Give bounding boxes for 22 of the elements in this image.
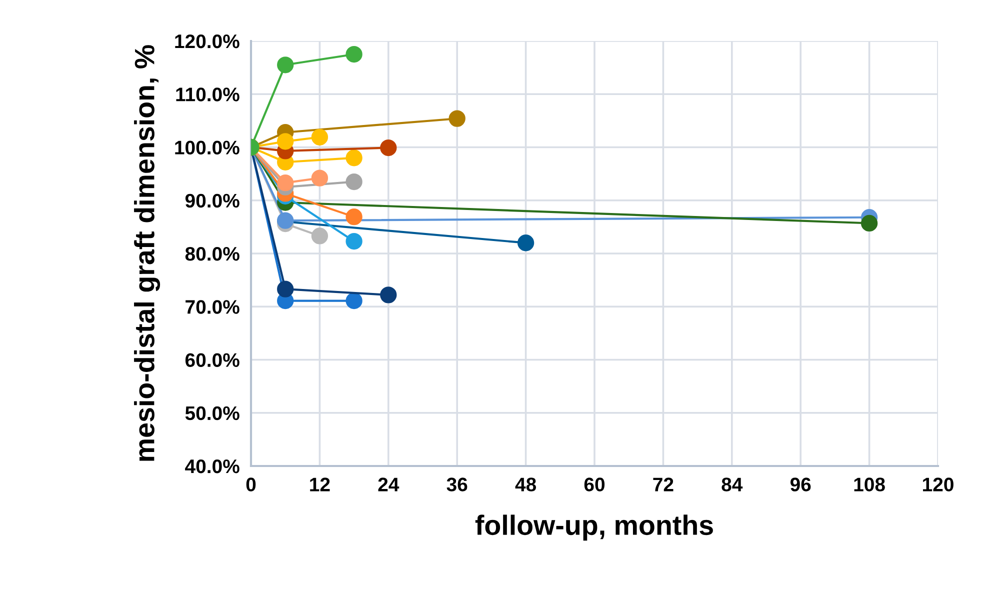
y-tick-label: 110.0% — [176, 88, 240, 102]
y-tick-label: 80.0% — [185, 246, 240, 261]
x-tick-label: 96 — [790, 478, 811, 492]
y-tick-label: 100.0% — [175, 140, 240, 154]
x-tick-label: 0 — [246, 478, 256, 492]
y-tick-label: 40.0% — [185, 459, 240, 474]
x-tick-label: 120 — [923, 478, 954, 492]
x-tick-label: 12 — [310, 478, 330, 492]
x-tick-label: 48 — [515, 478, 536, 492]
x-axis-title: follow-up, months — [475, 514, 713, 541]
x-tick-label: 84 — [722, 478, 743, 492]
x-tick-label: 24 — [378, 478, 400, 492]
x-tick-label: 36 — [446, 478, 468, 492]
y-tick-label: 70.0% — [186, 300, 240, 314]
y-tick-label: 90.0% — [185, 194, 240, 208]
x-tick-label: 72 — [653, 478, 674, 492]
y-tick-label: 60.0% — [185, 353, 240, 367]
y-tick-label: 120.0% — [175, 34, 240, 48]
y-axis-title: mesio-distal graft dimension, % — [134, 45, 160, 461]
x-tick-label: 60 — [584, 478, 605, 492]
x-tick-label: 108 — [854, 478, 885, 492]
y-tick-label: 50.0% — [185, 406, 240, 420]
